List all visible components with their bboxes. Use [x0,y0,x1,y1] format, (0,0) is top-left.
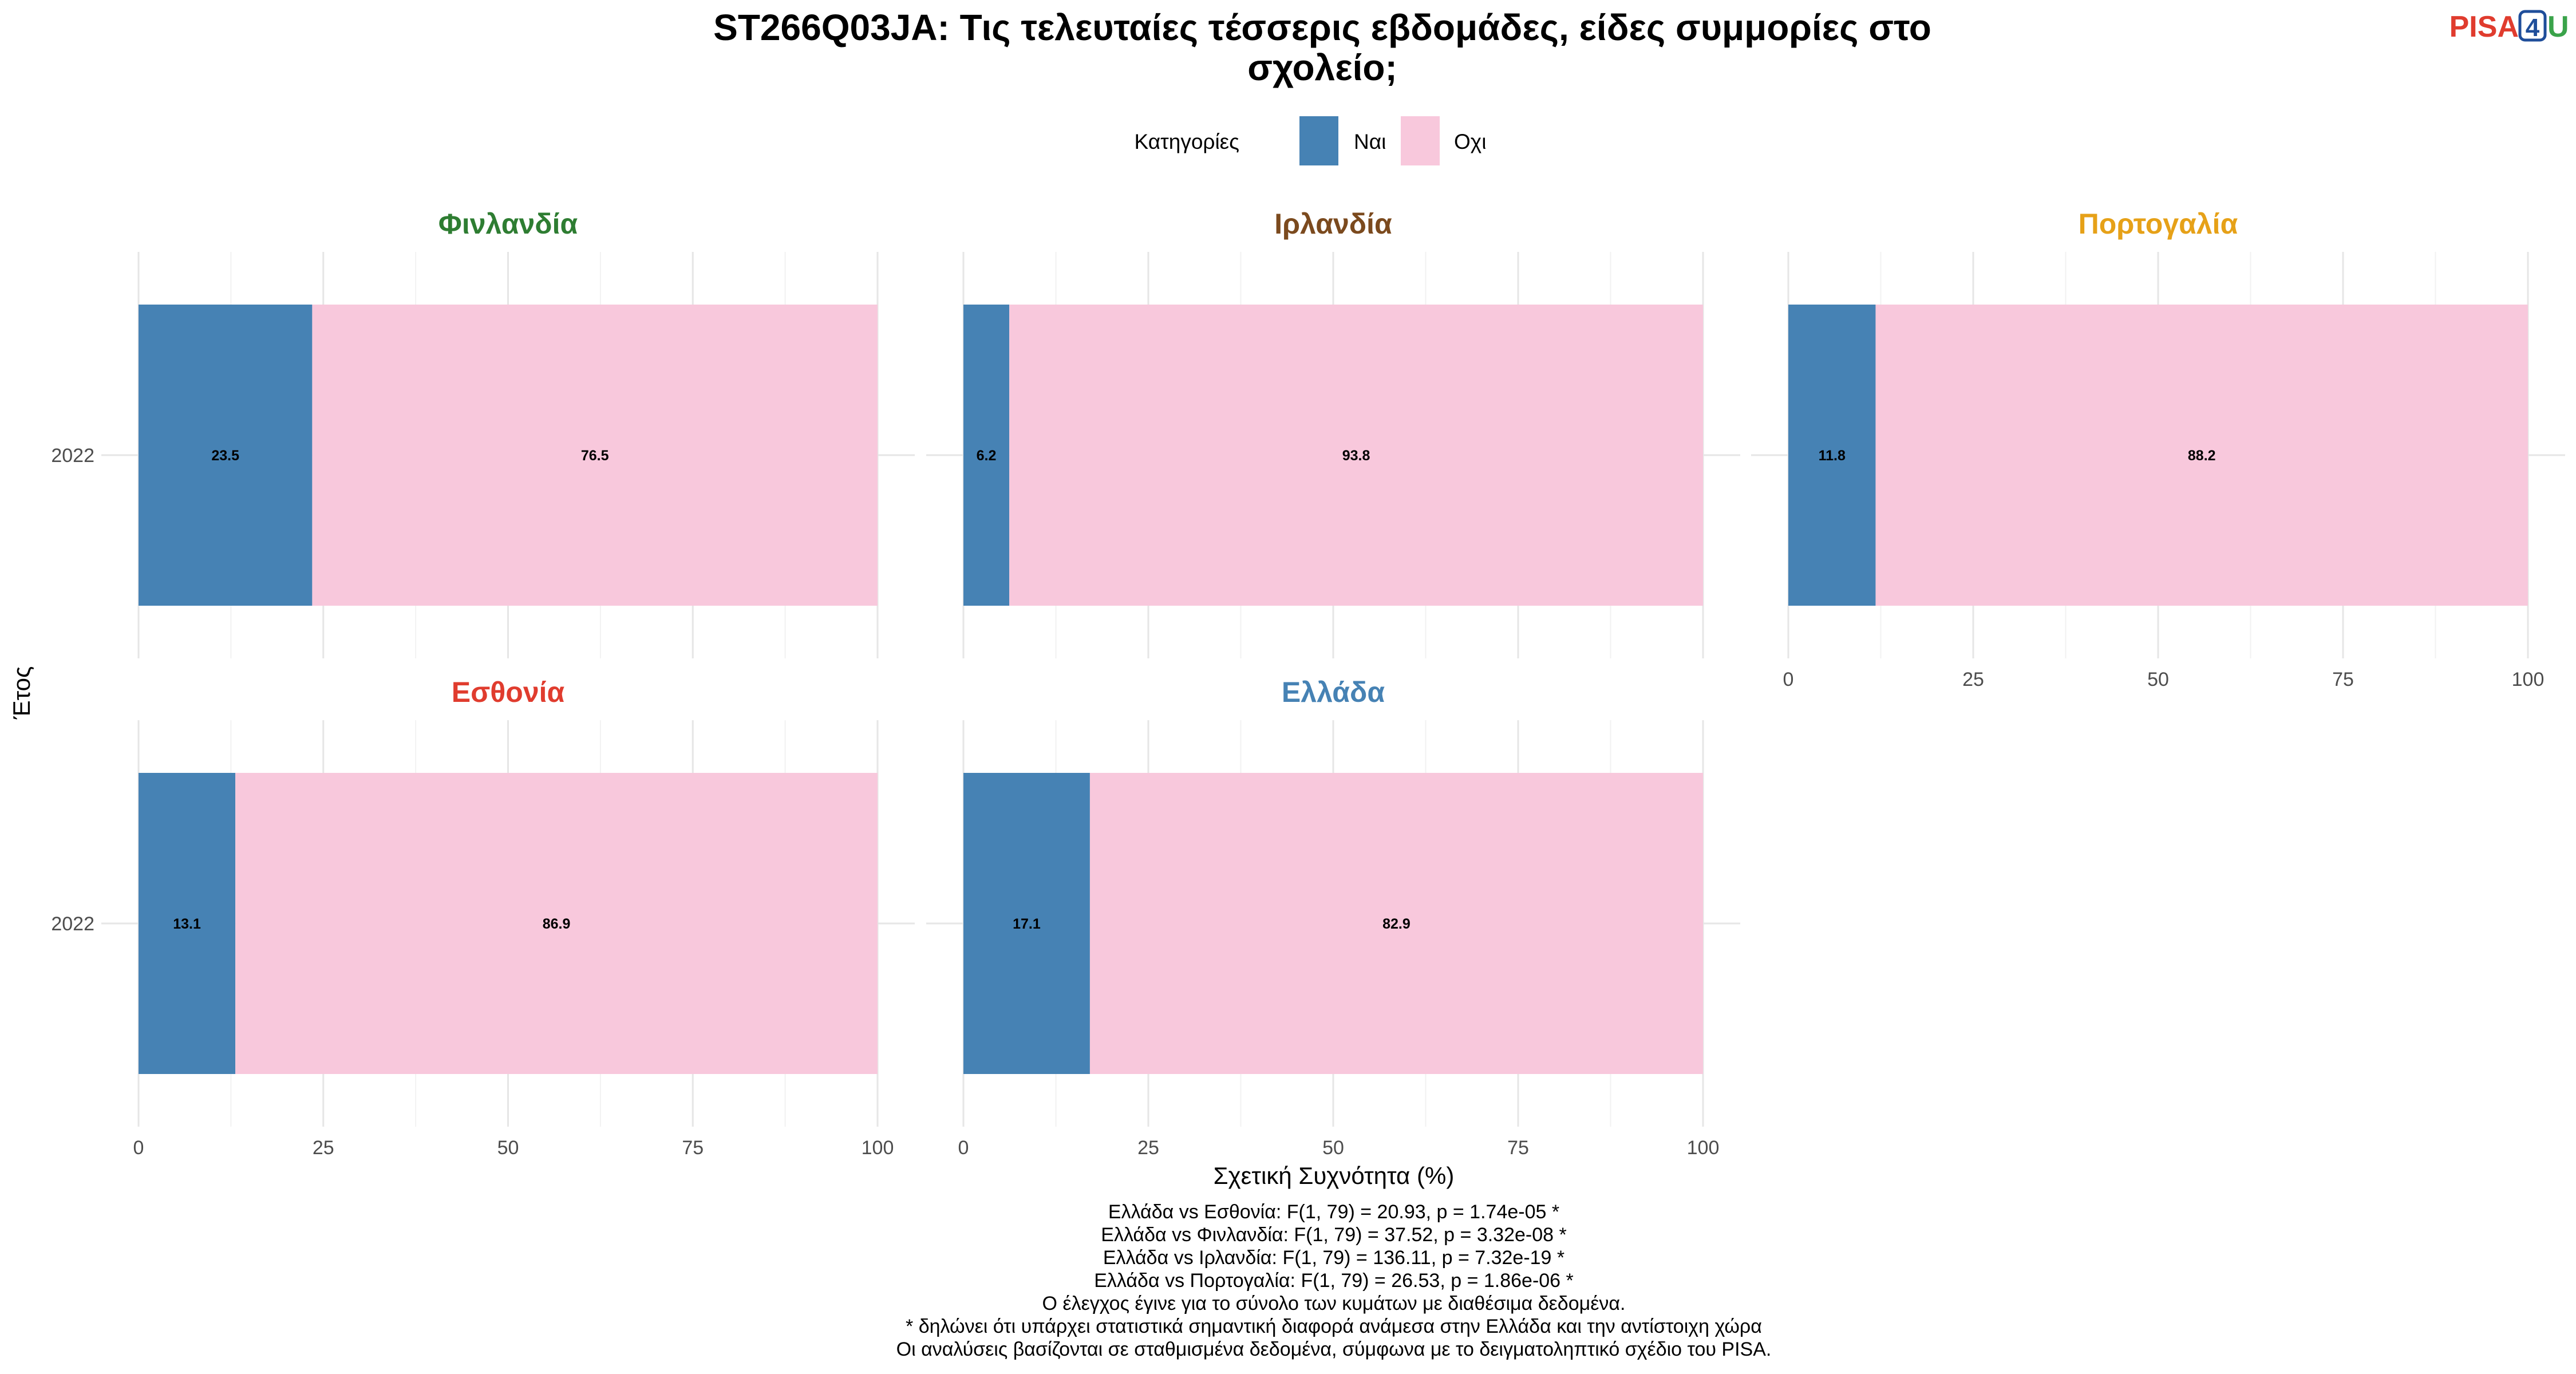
facet-title-5: Ελλάδα [1282,676,1385,708]
logo-text-4: 4 [2526,14,2540,42]
x-tick-label: 0 [958,1137,969,1159]
bar-5-nai [963,773,1090,1074]
x-tick-label: 75 [1507,1137,1529,1159]
facet-title-3: Πορτογαλία [2079,208,2238,240]
bar-3-nai [1788,305,1876,606]
pisa4u-logo: PISA 4 U [2449,10,2569,44]
facet-panel-3: Πορτογαλία 11.8 88.2 0 25 50 75 100 [1751,208,2565,690]
bar-4-ochi [235,773,878,1074]
bar-label-3-ochi: 88.2 [2188,448,2216,464]
logo-text-u: U [2547,10,2569,44]
facet-panels: Φινλανδία 23.5 76.5 2022 Ιρλανδία 6.2 93.8 Πορτ… [51,208,2565,1159]
bar-3-ochi [1875,305,2528,606]
bar-label-2-nai: 6.2 [977,448,997,464]
x-tick-label: 25 [1962,669,1984,690]
facet-panel-4: Εσθονία 13.1 86.9 2022 0 25 50 75 100 [51,676,915,1159]
x-tick-label: 75 [682,1137,704,1159]
legend: Κατηγορίες Ναι Οχι [1135,116,1486,165]
chart-title-line-1: ST266Q03JA: Τις τελευταίες τέσσερις εβδο… [713,7,1931,48]
bar-5-ochi [1089,773,1703,1074]
bar-label-1-nai: 23.5 [211,448,239,464]
facet-title-4: Εσθονία [452,676,565,708]
x-tick-label: 100 [2512,669,2545,690]
x-axis-title: Σχετική Συχνότητα (%) [1214,1162,1455,1189]
logo-box-4 [2518,10,2547,42]
x-tick-label: 0 [1783,669,1794,690]
x-tick-label: 0 [133,1137,144,1159]
footnote-6: * δηλώνει ότι υπάρχει στατιστικά σημαντι… [906,1316,1762,1337]
bar-4-nai [139,773,236,1074]
facet-panel-2: Ιρλανδία 6.2 93.8 [926,208,1740,658]
bar-label-3-nai: 11.8 [1819,448,1846,464]
facet-title-2: Ιρλανδία [1274,208,1392,240]
footnote-3: Ελλάδα vs Ιρλανδία: F(1, 79) = 136.11, p… [1103,1247,1564,1269]
x-tick-label: 25 [1137,1137,1159,1159]
bar-label-4-nai: 13.1 [173,916,201,932]
bar-label-5-ochi: 82.9 [1382,916,1411,932]
footnote-4: Ελλάδα vs Πορτογαλία: F(1, 79) = 26.53, … [1094,1270,1574,1292]
x-tick-label: 25 [313,1137,334,1159]
x-tick-label: 50 [1322,1137,1344,1159]
facet-title-1: Φινλανδία [438,208,578,240]
legend-label-nai: Ναι [1354,130,1386,153]
bar-label-4-ochi: 86.9 [543,916,571,932]
y-axis-title: Έτος [8,666,35,720]
y-tick-label: 2022 [51,445,94,467]
legend-swatch-nai [1299,116,1338,165]
bar-1-nai [139,305,313,606]
footnote-2: Ελλάδα vs Φινλανδία: F(1, 79) = 37.52, p… [1101,1224,1566,1246]
bar-label-1-ochi: 76.5 [581,448,609,464]
x-tick-label: 50 [497,1137,519,1159]
legend-title: Κατηγορίες [1135,130,1239,153]
facet-panel-5: Ελλάδα 17.1 82.9 0 25 50 75 100 [926,676,1740,1159]
bar-1-ochi [312,305,878,606]
x-tick-label: 75 [2332,669,2354,690]
x-tick-label: 50 [2147,669,2169,690]
logo-text-pisa: PISA [2449,10,2519,44]
footnote-5: Ο έλεγχος έγινε για το σύνολο των κυμάτω… [1042,1293,1626,1314]
footnote-1: Ελλάδα vs Εσθονία: F(1, 79) = 20.93, p =… [1108,1201,1559,1223]
x-tick-label: 100 [1687,1137,1720,1159]
facet-panel-1: Φινλανδία 23.5 76.5 2022 [51,208,915,658]
legend-label-ochi: Οχι [1454,130,1486,153]
bar-2-nai [963,305,1010,606]
bar-label-2-ochi: 93.8 [1342,448,1370,464]
bar-label-5-nai: 17.1 [1013,916,1041,932]
legend-swatch-ochi [1401,116,1440,165]
footnotes: Ελλάδα vs Εσθονία: F(1, 79) = 20.93, p =… [896,1201,1772,1360]
footnote-7: Οι αναλύσεις βασίζονται σε σταθμισμένα δ… [896,1339,1772,1360]
bar-2-ochi [1009,305,1703,606]
x-tick-label: 100 [862,1137,894,1159]
y-tick-label: 2022 [51,913,94,935]
chart-title-line-2: σχολείο; [1247,47,1397,88]
